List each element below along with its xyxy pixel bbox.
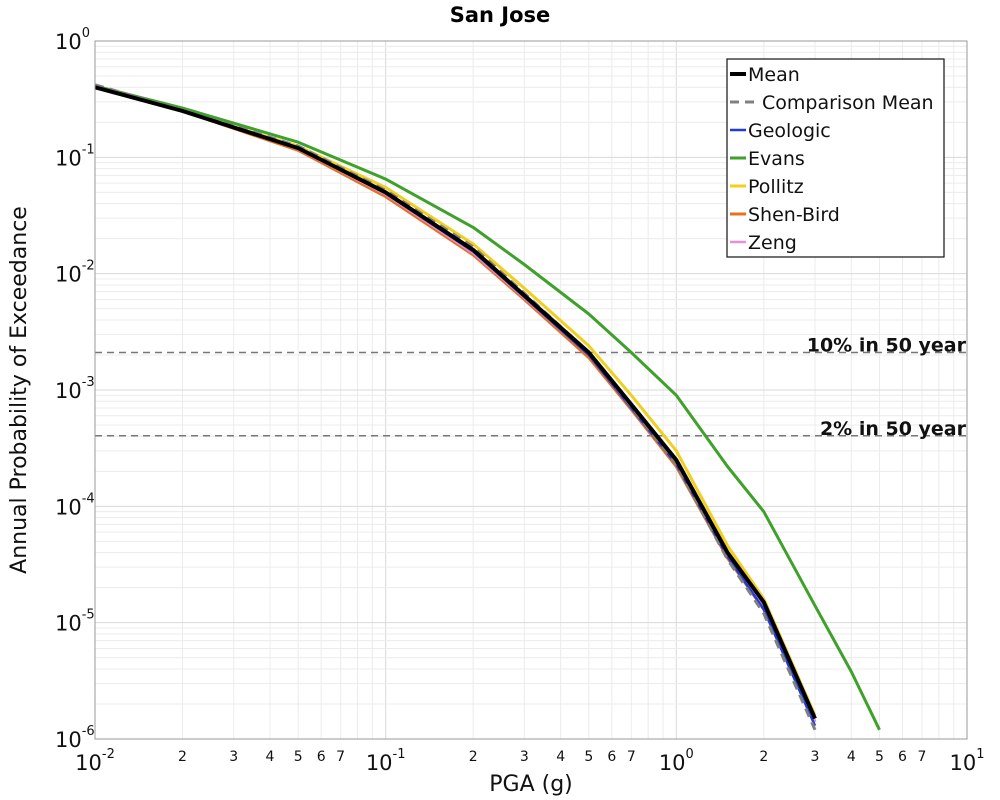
legend: Mean Comparison Mean Geologic Evans Pollitz S… <box>726 58 945 258</box>
y-tick-label: 10-4 <box>55 491 95 519</box>
y-tick-label: 10-6 <box>55 724 95 752</box>
x-tick-label: 100 <box>659 747 694 775</box>
x-minor-tick-label: 4 <box>847 749 856 765</box>
x-minor-tick-label: 2 <box>178 749 187 765</box>
legend-label: Comparison Mean <box>762 92 934 114</box>
plot-frame <box>94 40 968 740</box>
reference-line-label: 10% in 50 year <box>807 335 967 357</box>
x-minor-tick-label: 4 <box>266 749 275 765</box>
x-axis-label: PGA (g) <box>489 772 573 797</box>
x-minor-tick-label: 5 <box>584 749 593 765</box>
x-minor-tick-label: 5 <box>294 749 303 765</box>
x-minor-tick-label: 6 <box>607 749 616 765</box>
legend-box <box>726 58 945 258</box>
x-minor-tick-label: 7 <box>627 749 636 765</box>
x-tick-label: 10-1 <box>366 747 406 775</box>
series-line-evans <box>95 84 881 731</box>
legend-label: Pollitz <box>748 176 804 198</box>
x-minor-tick-label: 7 <box>336 749 345 765</box>
x-minor-tick-label: 4 <box>556 749 565 765</box>
x-tick-label: 101 <box>949 747 984 775</box>
x-minor-tick-label: 2 <box>759 749 768 765</box>
x-minor-tick-label: 3 <box>811 749 820 765</box>
y-tick-label: 10-2 <box>55 259 95 287</box>
series-line-comparison-mean <box>95 83 817 731</box>
series-line-mean <box>95 85 817 720</box>
y-axis-label: Annual Probability of Exceedance <box>7 206 32 574</box>
legend-label: Zeng <box>748 232 797 254</box>
reference-line-label: 2% in 50 year <box>820 418 967 440</box>
series-lines <box>95 83 881 731</box>
legend-label: Shen-Bird <box>748 204 840 226</box>
legend-label: Evans <box>748 148 805 170</box>
legend-label: Geologic <box>748 120 831 142</box>
chart-title: San Jose <box>450 3 551 27</box>
reference-lines: 10% in 50 year 2% in 50 year <box>95 335 967 440</box>
x-minor-tick-label: 6 <box>317 749 326 765</box>
y-tick-label: 10-1 <box>55 142 95 170</box>
legend-label: Mean <box>748 64 800 86</box>
x-minor-tick-label: 7 <box>918 749 927 765</box>
series-line-zeng <box>95 86 817 723</box>
y-tick-label: 100 <box>55 26 90 54</box>
x-tick-label: 10-2 <box>75 747 115 775</box>
y-tick-label: 10-5 <box>55 608 95 636</box>
x-minor-tick-label: 3 <box>520 749 529 765</box>
x-minor-tick-label: 2 <box>469 749 478 765</box>
y-tick-label: 10-3 <box>55 375 95 403</box>
series-line-shen-bird <box>95 85 817 723</box>
x-minor-tick-label: 3 <box>229 749 238 765</box>
x-minor-tick-label: 5 <box>875 749 884 765</box>
x-minor-tick-label: 6 <box>898 749 907 765</box>
